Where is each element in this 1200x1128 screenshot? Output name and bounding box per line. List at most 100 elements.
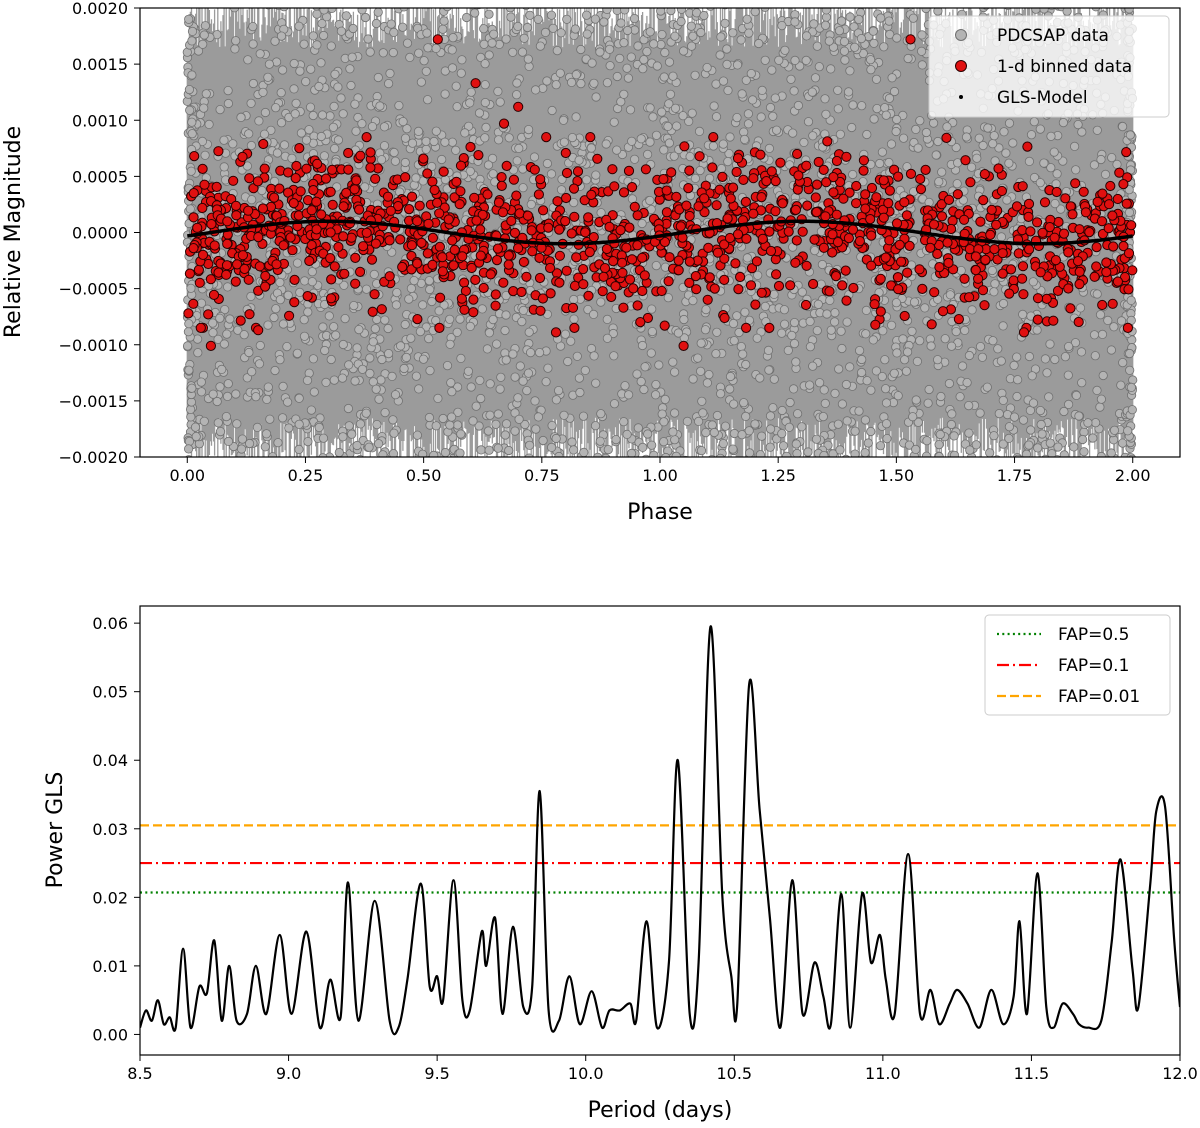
binned-outlier-point [513, 101, 524, 112]
pdcsap-point [392, 287, 402, 298]
binned-point [751, 256, 763, 267]
binned-point [860, 203, 871, 214]
pdcsap-point [360, 12, 371, 23]
pdcsap-point [729, 399, 739, 409]
pdcsap-point [548, 23, 558, 33]
pdcsap-point [579, 447, 589, 457]
binned-point [871, 192, 882, 203]
pdcsap-point [921, 127, 932, 138]
binned-point [568, 183, 580, 194]
binned-point [429, 184, 440, 196]
binned-point [414, 200, 425, 211]
pdcsap-point [299, 276, 310, 286]
pdcsap-point [638, 442, 648, 452]
binned-point [284, 310, 295, 321]
binned-point [287, 245, 298, 256]
pdcsap-point [431, 421, 441, 431]
binned-point [865, 214, 876, 225]
binned-point [1078, 186, 1089, 197]
pdcsap-point [199, 30, 209, 40]
pdcsap-point [258, 87, 268, 97]
pdcsap-point [501, 34, 511, 44]
binned-point [243, 274, 254, 285]
pdcsap-point [354, 324, 364, 335]
pdcsap-point [967, 305, 977, 315]
pdcsap-point [608, 328, 618, 339]
binned-outlier-point [498, 118, 510, 129]
pdcsap-point [414, 384, 424, 394]
binned-point [561, 192, 572, 204]
pdcsap-point [649, 450, 659, 457]
pdcsap-point [377, 354, 387, 365]
phase-y-tick-label: 0.0015 [72, 55, 128, 74]
pdcsap-point [278, 319, 288, 329]
pdcsap-point [344, 421, 354, 431]
binned-point [683, 183, 694, 194]
pdcsap-point [809, 19, 819, 29]
pdcsap-point [742, 14, 752, 24]
binned-point [221, 269, 232, 280]
pdcsap-point [213, 418, 223, 428]
pdcsap-point [1079, 427, 1089, 437]
pdcsap-point [817, 259, 828, 270]
pdcsap-point [541, 377, 551, 387]
pdcsap-point [754, 38, 764, 49]
pdcsap-point [854, 406, 864, 416]
pdcsap-point [212, 396, 222, 407]
binned-point [260, 270, 271, 282]
pdcsap-point [971, 440, 981, 450]
pdcsap-point [367, 122, 378, 132]
binned-point [915, 184, 927, 195]
binned-point [370, 173, 381, 184]
pdcsap-point [533, 14, 543, 24]
binned-point [572, 166, 584, 177]
pdcsap-point [576, 44, 586, 55]
pdcsap-point [488, 169, 498, 179]
pdcsap-point [352, 440, 362, 451]
pdcsap-point [184, 436, 194, 446]
pdcsap-point [946, 419, 957, 430]
pdcsap-point [696, 445, 707, 456]
pdcsap-point [805, 316, 815, 326]
pdcsap-point [850, 426, 860, 436]
pdcsap-point [184, 444, 194, 454]
pdcsap-point [413, 126, 424, 136]
pdcsap-point [783, 345, 793, 355]
pdcsap-point [812, 41, 822, 51]
pdcsap-point [1106, 448, 1116, 457]
binned-point [707, 162, 718, 173]
pdcsap-point [1046, 163, 1056, 173]
pdcsap-point [708, 141, 719, 151]
binned-point [274, 183, 285, 194]
binned-point [606, 291, 617, 303]
pdcsap-point [546, 169, 557, 179]
pdcsap-point [765, 411, 776, 421]
pdcsap-point [964, 400, 974, 411]
pdcsap-point [215, 382, 225, 392]
pdcsap-point [915, 116, 925, 126]
pdcsap-point [760, 55, 770, 65]
pdcsap-point [725, 132, 735, 142]
pdcsap-point [558, 115, 569, 125]
pdcsap-point [764, 365, 774, 375]
pdcsap-point [1071, 390, 1082, 400]
binned-point [188, 188, 199, 199]
binned-point [1103, 223, 1114, 234]
pdcsap-point [1069, 442, 1079, 452]
pdcsap-point [732, 311, 742, 321]
binned-point [604, 221, 615, 232]
pdcsap-point [572, 351, 582, 361]
pdcsap-point [465, 321, 475, 331]
binned-point [1107, 298, 1118, 309]
binned-point [725, 193, 736, 204]
pdcsap-point [414, 48, 424, 58]
binned-point [756, 287, 767, 298]
period-x-tick-label: 10.0 [568, 1064, 604, 1083]
binned-point [434, 322, 445, 333]
pdcsap-point [228, 139, 238, 149]
pdcsap-point [524, 440, 535, 450]
binned-point [1063, 283, 1074, 294]
binned-point [1080, 207, 1092, 218]
pdcsap-point [596, 208, 606, 218]
pdcsap-point [468, 416, 478, 426]
